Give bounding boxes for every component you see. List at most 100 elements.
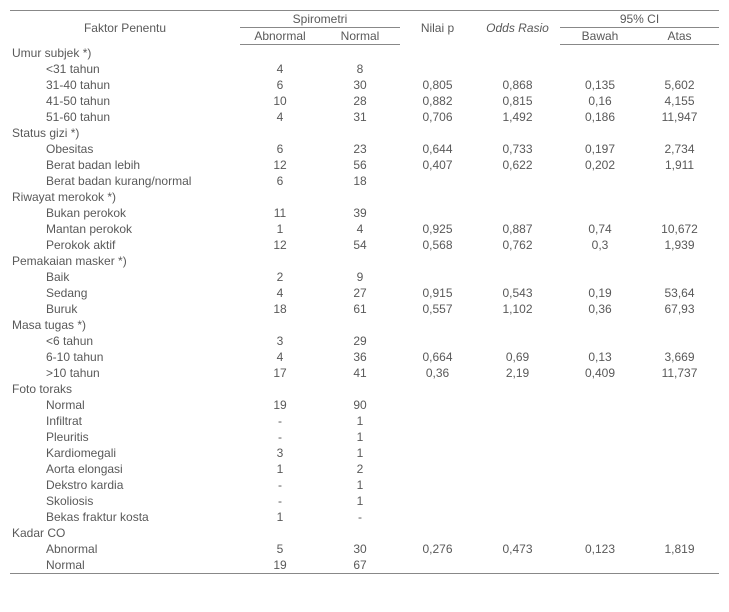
- cell-abnormal: 1: [240, 509, 320, 525]
- cell-ci-low: 0,36: [560, 301, 640, 317]
- cell-ci-high: 1,939: [640, 237, 719, 253]
- table-row: Obesitas6230,6440,7330,1972,734: [10, 141, 719, 157]
- cell-normal: 56: [320, 157, 400, 173]
- cell-p: [400, 509, 475, 525]
- row-label: Obesitas: [10, 141, 240, 157]
- cell-ci-low: 0,16: [560, 93, 640, 109]
- cell-ci-high: 4,155: [640, 93, 719, 109]
- cell-normal: 41: [320, 365, 400, 381]
- cell-ci-low: [560, 205, 640, 221]
- row-label: 31-40 tahun: [10, 77, 240, 93]
- cell-p: [400, 61, 475, 77]
- table-body: Umur subjek *)<31 tahun4831-40 tahun6300…: [10, 45, 719, 574]
- table-row: <31 tahun48: [10, 61, 719, 77]
- cell-ci-high: [640, 509, 719, 525]
- cell-normal: 1: [320, 493, 400, 509]
- cell-ci-high: [640, 205, 719, 221]
- cell-abnormal: 12: [240, 237, 320, 253]
- row-label: Infiltrat: [10, 413, 240, 429]
- cell-ci-low: 0,3: [560, 237, 640, 253]
- row-label: Dekstro kardia: [10, 477, 240, 493]
- table-row: Berat badan kurang/normal618: [10, 173, 719, 189]
- row-label: Aorta elongasi: [10, 461, 240, 477]
- cell-abnormal: -: [240, 429, 320, 445]
- row-label: Buruk: [10, 301, 240, 317]
- cell-ci-low: 0,74: [560, 221, 640, 237]
- cell-ci-low: [560, 61, 640, 77]
- table-row: Kardiomegali31: [10, 445, 719, 461]
- cell-ci-high: [640, 413, 719, 429]
- cell-or: [475, 61, 560, 77]
- cell-or: 0,69: [475, 349, 560, 365]
- cell-or: [475, 557, 560, 574]
- cell-p: [400, 461, 475, 477]
- cell-normal: 39: [320, 205, 400, 221]
- cell-normal: 30: [320, 77, 400, 93]
- cell-ci-low: [560, 429, 640, 445]
- cell-abnormal: 17: [240, 365, 320, 381]
- cell-abnormal: -: [240, 413, 320, 429]
- group-label: Riwayat merokok *): [10, 189, 719, 205]
- cell-or: 0,733: [475, 141, 560, 157]
- col-odds-rasio: Odds Rasio: [475, 11, 560, 45]
- cell-abnormal: 5: [240, 541, 320, 557]
- table-row: Pemakaian masker *): [10, 253, 719, 269]
- table-row: Mantan perokok140,9250,8870,7410,672: [10, 221, 719, 237]
- cell-p: [400, 173, 475, 189]
- table-row: Baik29: [10, 269, 719, 285]
- cell-ci-high: [640, 493, 719, 509]
- cell-normal: 61: [320, 301, 400, 317]
- cell-ci-high: 67,93: [640, 301, 719, 317]
- cell-ci-high: 3,669: [640, 349, 719, 365]
- cell-or: [475, 333, 560, 349]
- cell-abnormal: 18: [240, 301, 320, 317]
- cell-ci-low: [560, 509, 640, 525]
- group-label: Umur subjek *): [10, 45, 719, 62]
- cell-normal: 31: [320, 109, 400, 125]
- cell-or: [475, 461, 560, 477]
- cell-ci-low: [560, 557, 640, 574]
- cell-ci-low: 0,123: [560, 541, 640, 557]
- row-label: Berat badan lebih: [10, 157, 240, 173]
- cell-p: [400, 269, 475, 285]
- cell-p: 0,568: [400, 237, 475, 253]
- cell-p: [400, 429, 475, 445]
- col-factor: Faktor Penentu: [10, 11, 240, 45]
- cell-ci-low: 0,135: [560, 77, 640, 93]
- table-row: >10 tahun17410,362,190,40911,737: [10, 365, 719, 381]
- cell-ci-low: 0,202: [560, 157, 640, 173]
- cell-abnormal: 12: [240, 157, 320, 173]
- cell-normal: -: [320, 509, 400, 525]
- cell-ci-high: [640, 269, 719, 285]
- row-label: Abnormal: [10, 541, 240, 557]
- cell-ci-high: 5,602: [640, 77, 719, 93]
- cell-abnormal: 19: [240, 557, 320, 574]
- table-row: 41-50 tahun10280,8820,8150,164,155: [10, 93, 719, 109]
- cell-ci-low: [560, 445, 640, 461]
- table-row: Status gizi *): [10, 125, 719, 141]
- cell-p: 0,925: [400, 221, 475, 237]
- cell-or: 2,19: [475, 365, 560, 381]
- cell-normal: 9: [320, 269, 400, 285]
- col-abnormal: Abnormal: [240, 28, 320, 45]
- cell-normal: 30: [320, 541, 400, 557]
- cell-normal: 27: [320, 285, 400, 301]
- cell-or: [475, 413, 560, 429]
- cell-p: [400, 397, 475, 413]
- table-row: Masa tugas *): [10, 317, 719, 333]
- row-label: Sedang: [10, 285, 240, 301]
- cell-or: 0,762: [475, 237, 560, 253]
- cell-ci-high: 11,737: [640, 365, 719, 381]
- col-bawah: Bawah: [560, 28, 640, 45]
- cell-or: [475, 205, 560, 221]
- row-label: Mantan perokok: [10, 221, 240, 237]
- cell-p: [400, 557, 475, 574]
- row-label: Kardiomegali: [10, 445, 240, 461]
- row-label: Normal: [10, 397, 240, 413]
- row-label: Baik: [10, 269, 240, 285]
- row-label: Skoliosis: [10, 493, 240, 509]
- cell-ci-high: 2,734: [640, 141, 719, 157]
- cell-ci-low: [560, 173, 640, 189]
- cell-normal: 90: [320, 397, 400, 413]
- cell-ci-high: [640, 397, 719, 413]
